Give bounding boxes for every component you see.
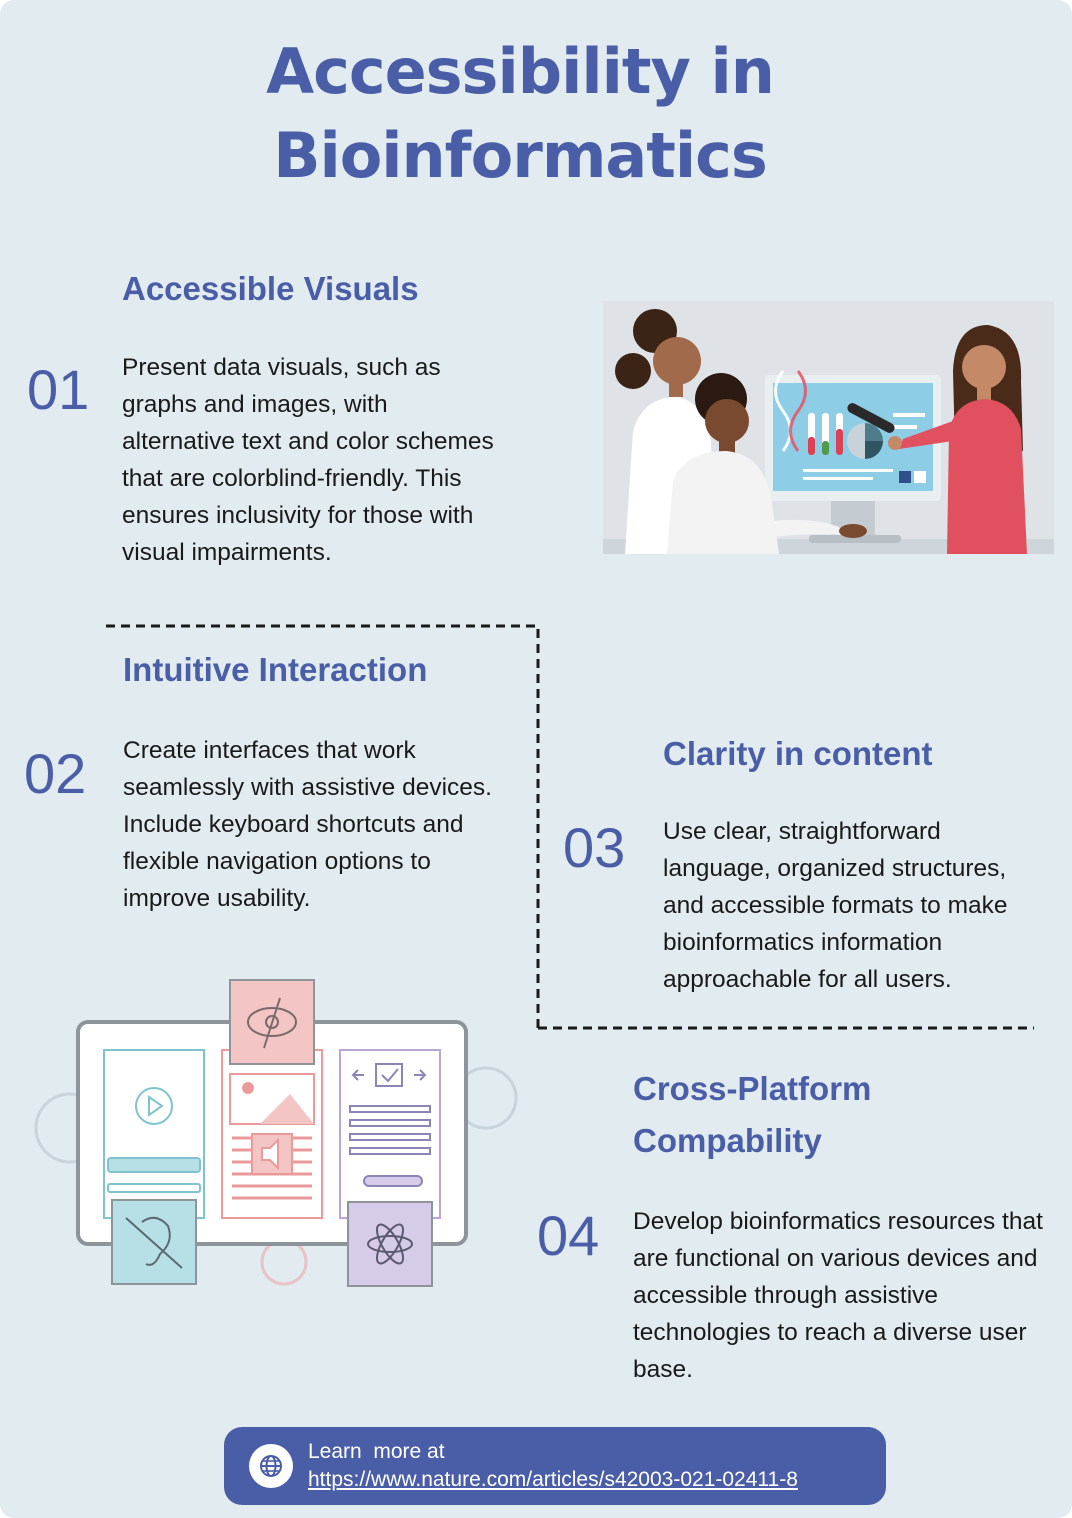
- page-title: Accessibility in Bioinformatics: [0, 30, 1040, 198]
- globe-icon: [249, 1444, 293, 1488]
- accessible-interface-illustration: [34, 979, 518, 1287]
- section-3-number: 03: [563, 816, 626, 879]
- source-link[interactable]: https://www.nature.com/articles/s42003-0…: [308, 1468, 798, 1491]
- section-3-heading: Clarity in content: [663, 735, 933, 772]
- section-divider-bottom: [538, 1026, 1034, 1030]
- section-1-number: 01: [27, 358, 90, 421]
- section-4-number: 04: [537, 1204, 600, 1267]
- section-4-body: Develop bioinformatics resources that ar…: [633, 1208, 1043, 1383]
- section-1-body: Present data visuals, such as graphs and…: [122, 354, 494, 566]
- section-4-heading: Cross-Platform Compability: [633, 1063, 871, 1167]
- section-2-heading: Intuitive Interaction: [123, 651, 428, 688]
- section-2-number: 02: [24, 742, 87, 805]
- scientists-at-monitor-illustration: [603, 301, 1054, 554]
- title-line-1: Accessibility in: [266, 35, 775, 108]
- section-2-body: Create interfaces that work seamlessly w…: [123, 737, 492, 912]
- title-line-2: Bioinformatics: [273, 119, 768, 192]
- footer-label: Learn more at: [308, 1440, 445, 1463]
- section-1-heading: Accessible Visuals: [122, 270, 419, 307]
- section-4-heading-line-1: Cross-Platform: [633, 1070, 872, 1107]
- section-divider-lines: [106, 624, 540, 1028]
- footer-banner: Learn more at https://www.nature.com/art…: [224, 1427, 886, 1505]
- section-4-heading-line-2: Compability: [633, 1122, 822, 1159]
- section-3-body: Use clear, straightforward language, org…: [663, 818, 1008, 993]
